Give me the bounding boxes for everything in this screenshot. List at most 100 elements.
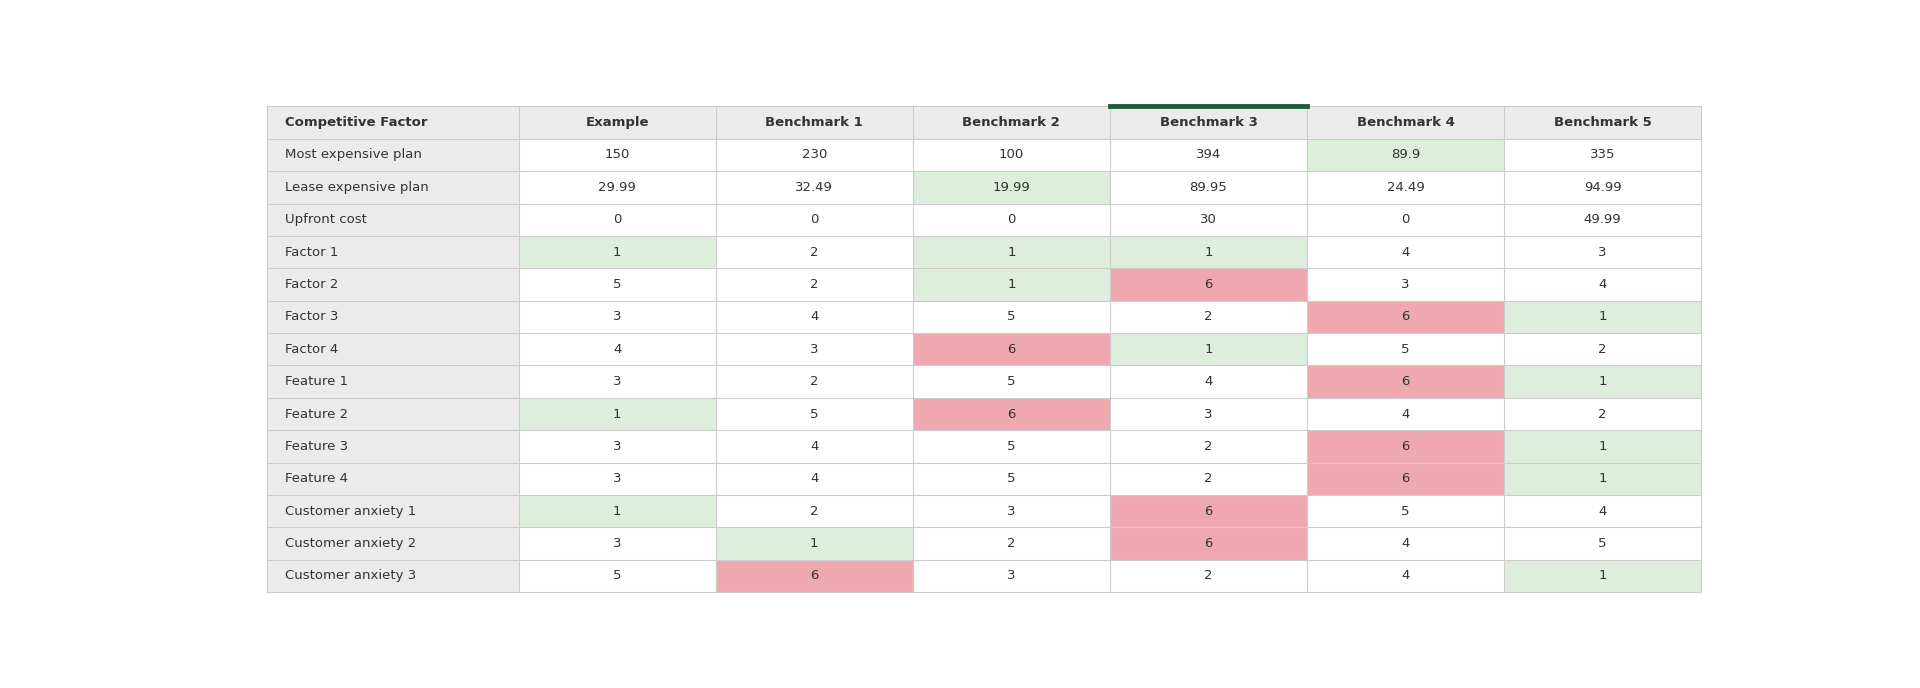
Bar	[1110, 528, 1308, 560]
Text: 3: 3	[612, 375, 622, 388]
Text: 5: 5	[1008, 310, 1016, 323]
Text: 0: 0	[1008, 213, 1016, 226]
Text: 0: 0	[1402, 213, 1409, 226]
Bar	[267, 107, 518, 139]
Bar	[518, 171, 716, 204]
Text: 32.49: 32.49	[795, 181, 833, 194]
Text: Factor 2: Factor 2	[284, 278, 338, 291]
Bar	[518, 107, 716, 139]
Bar	[716, 107, 912, 139]
Bar	[716, 301, 912, 333]
Text: 2: 2	[1204, 473, 1213, 485]
Text: 2: 2	[810, 246, 818, 259]
Bar	[267, 236, 518, 268]
Bar	[1308, 398, 1503, 430]
Text: 3: 3	[1204, 407, 1213, 420]
Text: 1: 1	[1599, 440, 1607, 453]
Bar	[267, 528, 518, 560]
Text: Most expensive plan: Most expensive plan	[284, 149, 422, 162]
Bar	[1110, 171, 1308, 204]
Text: 1: 1	[1204, 246, 1213, 259]
Bar	[1503, 528, 1701, 560]
Text: 5: 5	[1008, 375, 1016, 388]
Bar	[518, 139, 716, 171]
Text: 5: 5	[810, 407, 818, 420]
Text: 19.99: 19.99	[993, 181, 1031, 194]
Bar	[1110, 560, 1308, 592]
Text: 2: 2	[810, 375, 818, 388]
Text: Benchmark 1: Benchmark 1	[766, 116, 864, 129]
Text: 49.99: 49.99	[1584, 213, 1622, 226]
Text: 2: 2	[1599, 407, 1607, 420]
Bar	[518, 560, 716, 592]
Bar	[267, 462, 518, 495]
Bar	[1110, 268, 1308, 301]
Bar	[1110, 204, 1308, 236]
Text: 3: 3	[1599, 246, 1607, 259]
Text: 1: 1	[1204, 343, 1213, 356]
Text: 89.95: 89.95	[1190, 181, 1227, 194]
Text: 30: 30	[1200, 213, 1217, 226]
Text: Feature 1: Feature 1	[284, 375, 348, 388]
Bar	[1308, 528, 1503, 560]
Bar	[1308, 236, 1503, 268]
Text: Feature 3: Feature 3	[284, 440, 348, 453]
Bar	[912, 528, 1110, 560]
Text: Feature 4: Feature 4	[284, 473, 348, 485]
Bar	[518, 462, 716, 495]
Text: 6: 6	[1402, 440, 1409, 453]
Bar	[716, 236, 912, 268]
Text: 100: 100	[998, 149, 1023, 162]
Text: 2: 2	[1204, 310, 1213, 323]
Text: Lease expensive plan: Lease expensive plan	[284, 181, 428, 194]
Text: 4: 4	[1204, 375, 1213, 388]
Text: 5: 5	[1402, 505, 1409, 518]
Text: 5: 5	[612, 570, 622, 583]
Text: 3: 3	[1008, 570, 1016, 583]
Text: 150: 150	[605, 149, 630, 162]
Bar	[716, 365, 912, 398]
Text: 6: 6	[1402, 473, 1409, 485]
Text: 230: 230	[801, 149, 828, 162]
Bar	[1308, 430, 1503, 462]
Text: Benchmark 5: Benchmark 5	[1553, 116, 1651, 129]
Text: 4: 4	[810, 440, 818, 453]
Bar	[1308, 268, 1503, 301]
Text: 4: 4	[1402, 570, 1409, 583]
Text: 3: 3	[810, 343, 818, 356]
Bar	[1308, 204, 1503, 236]
Text: 6: 6	[810, 570, 818, 583]
Bar	[912, 139, 1110, 171]
Text: 1: 1	[1008, 246, 1016, 259]
Bar	[716, 333, 912, 365]
Bar	[267, 139, 518, 171]
Text: 4: 4	[1402, 246, 1409, 259]
Bar	[1308, 333, 1503, 365]
Bar	[267, 301, 518, 333]
Text: 3: 3	[1402, 278, 1409, 291]
Bar	[518, 268, 716, 301]
Text: 6: 6	[1008, 343, 1016, 356]
Text: Factor 3: Factor 3	[284, 310, 338, 323]
Text: 4: 4	[810, 310, 818, 323]
Bar	[716, 268, 912, 301]
Text: 1: 1	[1599, 310, 1607, 323]
Text: 6: 6	[1402, 375, 1409, 388]
Text: 4: 4	[1599, 505, 1607, 518]
Text: Benchmark 4: Benchmark 4	[1357, 116, 1455, 129]
Text: 2: 2	[1599, 343, 1607, 356]
Bar	[716, 430, 912, 462]
Text: Example: Example	[586, 116, 649, 129]
Text: Benchmark 3: Benchmark 3	[1160, 116, 1258, 129]
Text: Customer anxiety 2: Customer anxiety 2	[284, 537, 417, 550]
Text: 3: 3	[612, 310, 622, 323]
Bar	[1308, 365, 1503, 398]
Bar	[1503, 204, 1701, 236]
Bar	[1308, 560, 1503, 592]
Text: 6: 6	[1204, 505, 1213, 518]
Bar	[267, 204, 518, 236]
Text: Factor 4: Factor 4	[284, 343, 338, 356]
Bar	[912, 333, 1110, 365]
Bar	[267, 495, 518, 528]
Text: 1: 1	[612, 246, 622, 259]
